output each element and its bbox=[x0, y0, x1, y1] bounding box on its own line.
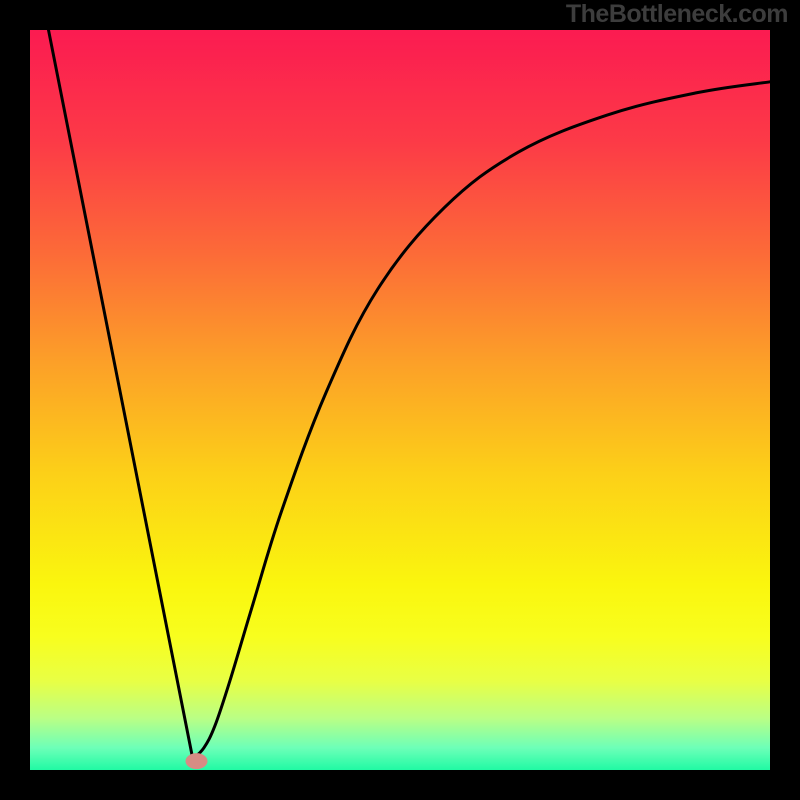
optimum-marker bbox=[186, 753, 208, 769]
plot-background bbox=[30, 30, 770, 770]
watermark-text: TheBottleneck.com bbox=[566, 0, 788, 29]
chart-container: TheBottleneck.com bbox=[0, 0, 800, 800]
bottleneck-chart bbox=[0, 0, 800, 800]
